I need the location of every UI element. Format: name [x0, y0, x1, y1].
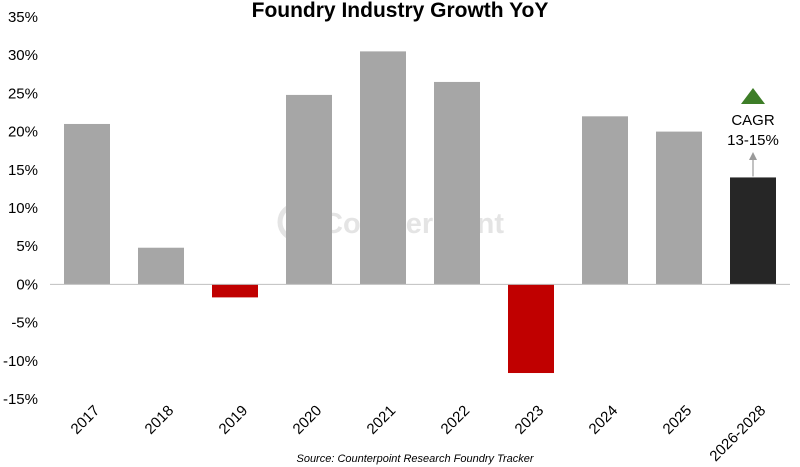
cagr-label: CAGR — [731, 112, 775, 129]
y-tick-label: 15% — [8, 162, 38, 179]
bar-2022 — [434, 81, 480, 285]
y-tick-label: 0% — [16, 276, 38, 293]
x-tick-label: 2021 — [364, 402, 400, 438]
bars — [64, 51, 776, 374]
bar-2026-2028 — [730, 177, 776, 285]
x-tick-label: 2020 — [290, 402, 326, 438]
x-tick-label: 2025 — [660, 402, 696, 438]
y-tick-label: 5% — [16, 238, 38, 255]
y-tick-label: -10% — [3, 353, 38, 370]
x-tick-label: 2026-2028 — [706, 402, 769, 465]
y-axis-ticks: 35% 30% 25% 20% 15% 10% 5% 0% -5% -10% -15% — [3, 9, 38, 408]
x-tick-label: 2023 — [512, 402, 548, 438]
y-tick-label: -5% — [11, 315, 38, 332]
bar-2019 — [212, 284, 258, 298]
arrow-head-icon — [749, 152, 757, 160]
chart-title: Foundry Industry Growth YoY — [252, 0, 549, 22]
bar-2025 — [656, 131, 702, 285]
y-tick-label: 30% — [8, 47, 38, 64]
source-note: Source: Counterpoint Research Foundry Tr… — [296, 453, 534, 465]
y-tick-label: 25% — [8, 85, 38, 102]
y-tick-label: 10% — [8, 200, 38, 217]
bar-2024 — [582, 116, 628, 285]
y-tick-label: -15% — [3, 391, 38, 408]
y-tick-label: 20% — [8, 124, 38, 141]
cagr-annotation: CAGR 13-15% — [727, 88, 779, 177]
x-tick-label: 2017 — [68, 402, 104, 438]
x-tick-label: 2019 — [216, 402, 252, 438]
x-tick-label: 2024 — [586, 402, 622, 438]
bar-2020 — [286, 94, 332, 285]
bar-2023 — [508, 284, 554, 374]
y-tick-label: 35% — [8, 9, 38, 26]
x-tick-label: 2022 — [438, 402, 474, 438]
cagr-range: 13-15% — [727, 132, 779, 149]
x-tick-label: 2018 — [142, 402, 178, 438]
bar-2017 — [64, 123, 110, 285]
bar-2018 — [138, 247, 184, 285]
up-triangle-icon — [741, 88, 765, 104]
bar-2021 — [360, 51, 406, 285]
